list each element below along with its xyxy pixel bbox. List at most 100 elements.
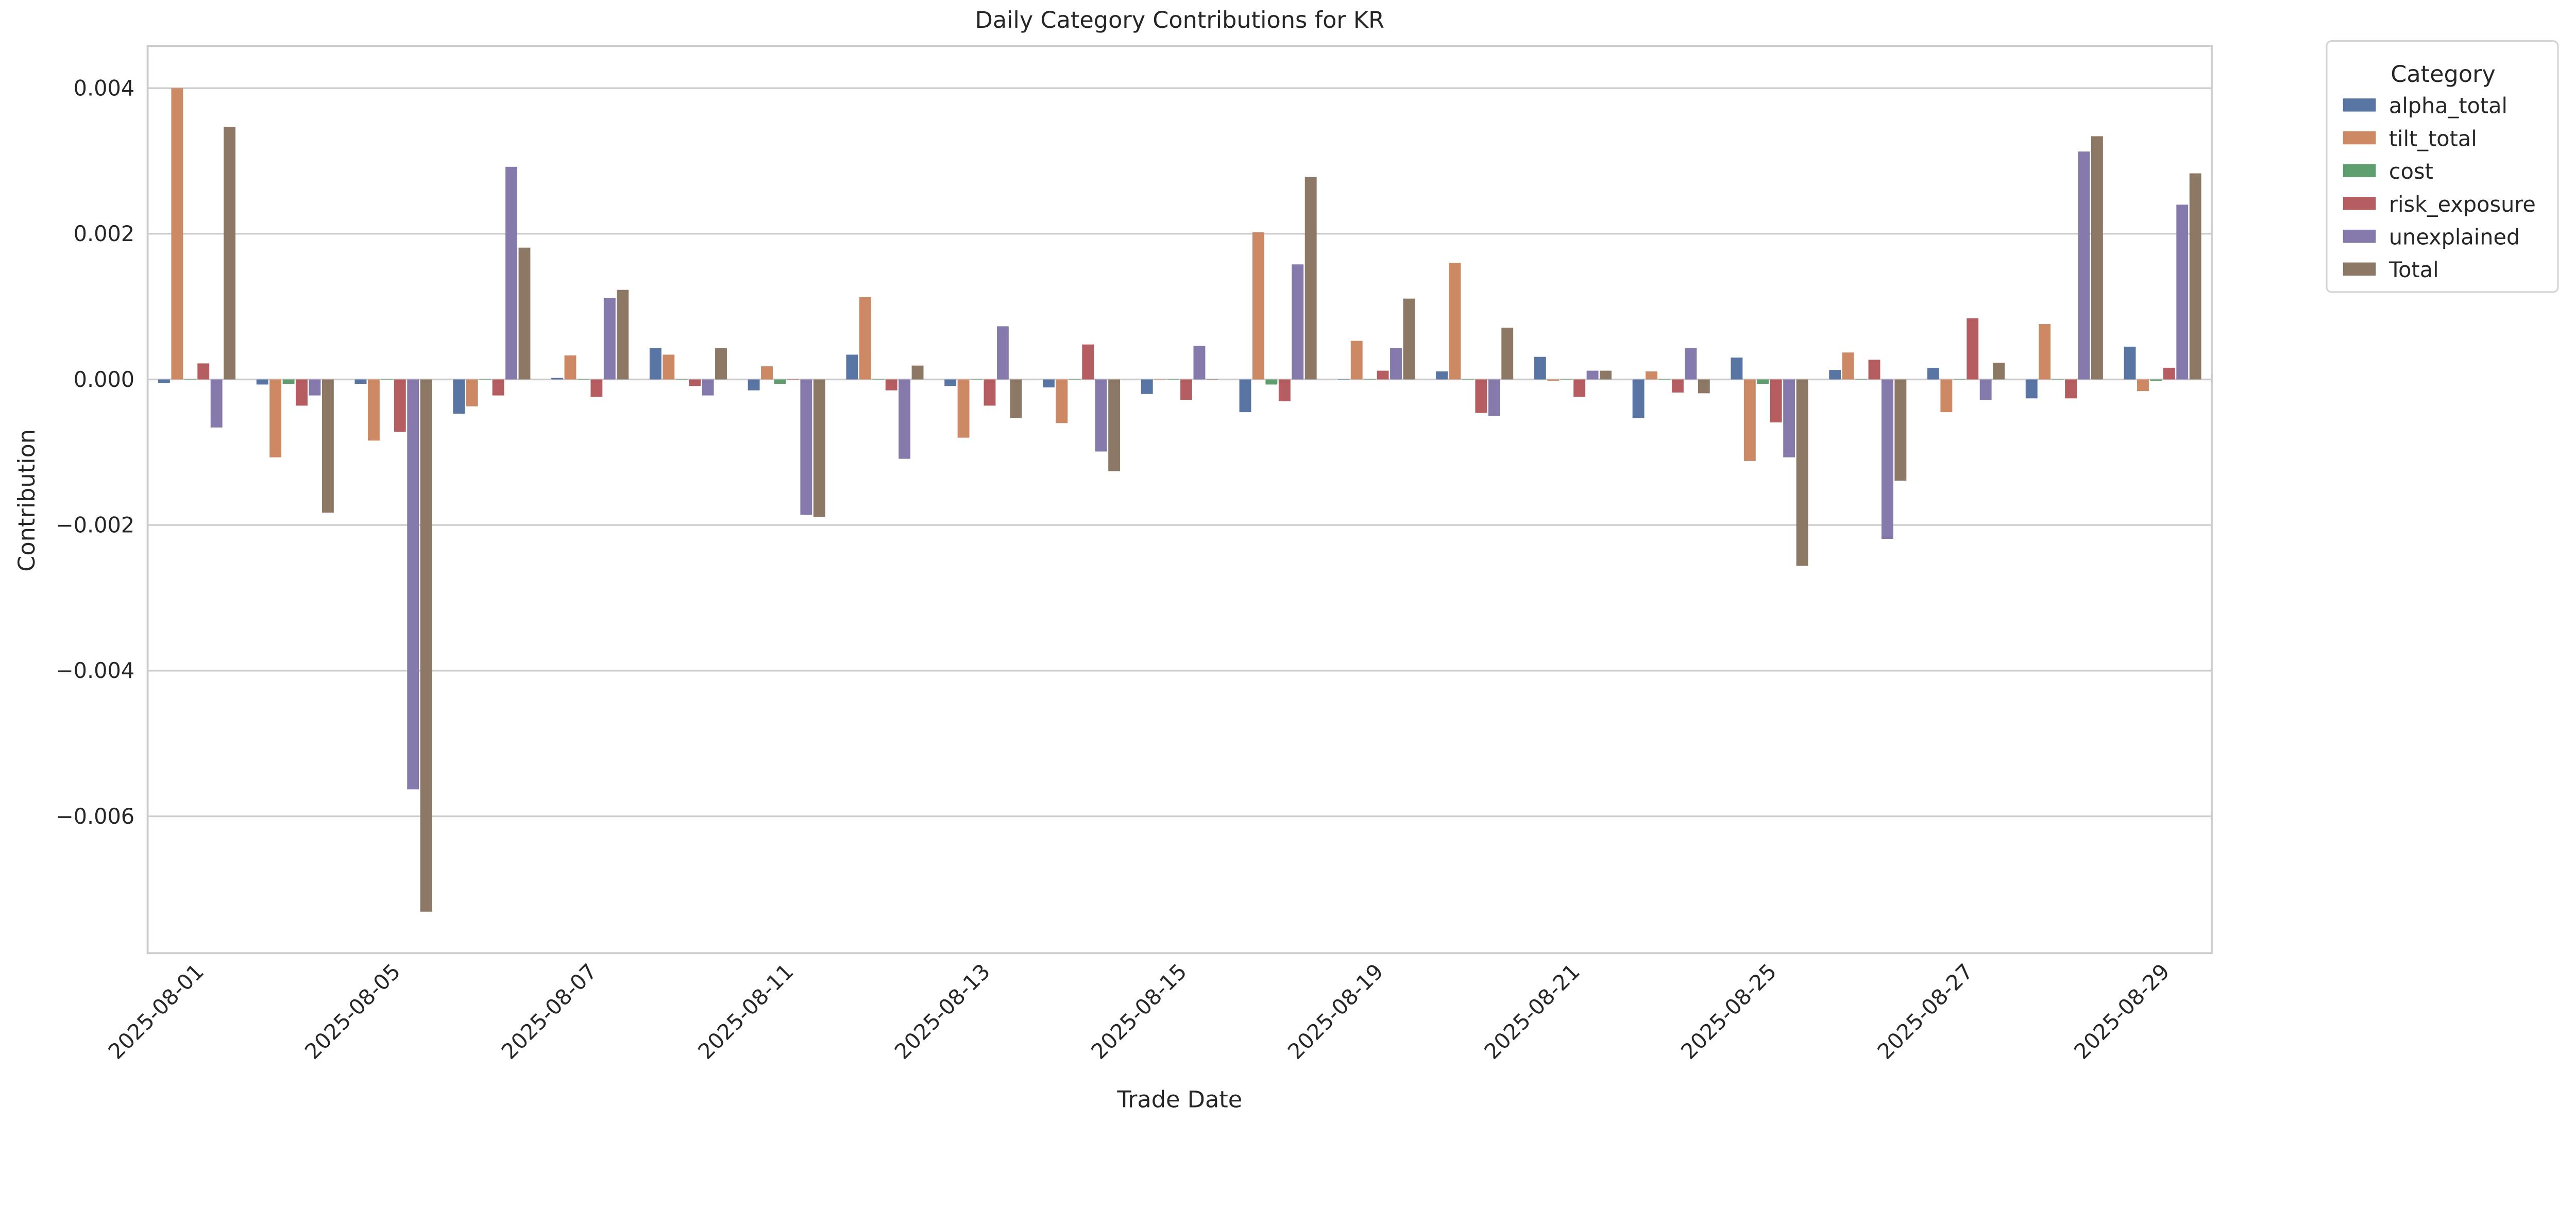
bar-tilt_total-2025-08-01 [171, 88, 183, 380]
bar-risk_exposure-2025-08-04 [296, 379, 308, 406]
bar-risk_exposure-2025-08-15 [1180, 379, 1192, 400]
bar-tilt_total-2025-08-25 [1743, 379, 1756, 461]
bar-alpha_total-2025-08-12 [846, 354, 858, 380]
gridlines [147, 87, 2212, 818]
bar-unexplained-2025-08-05 [407, 379, 419, 790]
x-tick-label: 2025-08-01 [104, 959, 209, 1064]
bar-unexplained-2025-08-22 [1685, 348, 1697, 380]
bar-alpha_total-2025-08-27 [1927, 367, 1939, 380]
bar-alpha_total-2025-08-04 [256, 379, 268, 385]
legend-swatch-tilt_total [2343, 131, 2376, 145]
bar-alpha_total-2025-08-22 [1632, 379, 1645, 418]
bar-cost-2025-08-11 [774, 379, 786, 384]
bar-risk_exposure-2025-08-29 [2163, 367, 2175, 380]
legend-swatch-alpha_total [2343, 98, 2376, 112]
y-tick-label: −0.004 [56, 658, 134, 683]
bar-alpha_total-2025-08-25 [1731, 358, 1743, 380]
x-tick-label: 2025-08-07 [497, 959, 602, 1064]
bar-unexplained-2025-08-20 [1488, 379, 1500, 416]
bar-Total-2025-08-19 [1403, 298, 1415, 380]
x-axis-label: Trade Date [1116, 1086, 1242, 1113]
bar-alpha_total-2025-08-29 [2124, 346, 2136, 380]
bar-unexplained-2025-08-08 [702, 379, 714, 396]
bar-Total-2025-08-25 [1796, 379, 1808, 566]
y-tick-label: 0.004 [74, 76, 135, 100]
bar-Total-2025-08-07 [617, 290, 629, 380]
bar-risk_exposure-2025-08-26 [1868, 360, 1880, 380]
legend-label-cost: cost [2389, 159, 2433, 184]
legend-label-Total: Total [2388, 258, 2439, 282]
bar-risk_exposure-2025-08-13 [984, 379, 996, 406]
bar-alpha_total-2025-08-28 [2025, 379, 2038, 399]
bar-unexplained-2025-08-25 [1783, 379, 1795, 457]
bar-alpha_total-2025-08-21 [1534, 356, 1546, 380]
y-tick-labels: −0.006 −0.004 −0.002 0.000 0.002 0.004 [56, 76, 134, 828]
bar-Total-2025-08-08 [715, 348, 727, 380]
bar-unexplained-2025-08-29 [2176, 205, 2189, 380]
bar-unexplained-2025-08-07 [603, 298, 616, 380]
legend-swatch-Total [2343, 262, 2376, 276]
bar-alpha_total-2025-08-15 [1141, 379, 1153, 394]
bar-alpha_total-2025-08-18 [1239, 379, 1251, 413]
bar-tilt_total-2025-08-26 [1842, 352, 1854, 380]
legend-swatch-unexplained [2343, 229, 2376, 243]
x-tick-labels: 2025-08-01 2025-08-05 2025-08-07 2025-08-11… [104, 959, 2175, 1064]
axes-frame [146, 45, 2213, 955]
legend-label-alpha_total: alpha_total [2389, 94, 2507, 118]
bar-tilt_total-2025-08-06 [466, 379, 478, 406]
y-tick-label: 0.000 [74, 367, 135, 392]
bar-Total-2025-08-01 [224, 127, 236, 380]
bar-risk_exposure-2025-08-27 [1967, 318, 1979, 380]
bar-tilt_total-2025-08-05 [367, 379, 380, 441]
bar-unexplained-2025-08-11 [800, 379, 812, 515]
bar-unexplained-2025-08-19 [1390, 348, 1402, 380]
bar-Total-2025-08-20 [1501, 328, 1514, 380]
bar-tilt_total-2025-08-21 [1547, 379, 1560, 381]
bar-Total-2025-08-05 [420, 379, 432, 912]
bar-unexplained-2025-08-21 [1586, 370, 1599, 380]
x-tick-label: 2025-08-29 [2070, 959, 2175, 1064]
bar-Total-2025-08-06 [518, 247, 531, 380]
legend-frame [2326, 40, 2559, 293]
legend-swatch-risk_exposure [2343, 197, 2376, 210]
bar-Total-2025-08-22 [1698, 379, 1710, 394]
y-axis-label: Contribution [13, 429, 40, 572]
bar-alpha_total-2025-08-06 [453, 379, 465, 414]
bar-risk_exposure-2025-08-05 [394, 379, 406, 432]
bar-unexplained-2025-08-26 [1881, 379, 1893, 539]
x-tick-label: 2025-08-25 [1676, 959, 1781, 1064]
y-tick-label: −0.002 [56, 513, 134, 538]
bar-tilt_total-2025-08-22 [1646, 371, 1657, 380]
bar-risk_exposure-2025-08-21 [1573, 379, 1586, 397]
bar-cost-2025-08-29 [2150, 379, 2162, 381]
y-tick-label: 0.002 [74, 222, 135, 246]
bar-tilt_total-2025-08-19 [1350, 341, 1363, 380]
bar-tilt_total-2025-08-12 [859, 297, 871, 380]
x-tick-label: 2025-08-11 [693, 959, 799, 1064]
bar-alpha_total-2025-08-08 [649, 348, 662, 380]
bar-alpha_total-2025-08-26 [1829, 370, 1841, 380]
bar-risk_exposure-2025-08-22 [1671, 379, 1684, 393]
legend-title: Category [2391, 61, 2496, 88]
bar-unexplained-2025-08-15 [1193, 346, 1206, 380]
bar-tilt_total-2025-08-18 [1252, 232, 1264, 380]
bar-Total-2025-08-11 [813, 379, 825, 517]
x-tick-label: 2025-08-19 [1283, 959, 1388, 1064]
bar-risk_exposure-2025-08-18 [1278, 379, 1291, 401]
legend-label-unexplained: unexplained [2389, 225, 2520, 250]
bars [158, 88, 2201, 912]
bar-alpha_total-2025-08-13 [944, 379, 957, 386]
bar-unexplained-2025-08-28 [2078, 151, 2090, 380]
bar-Total-2025-08-26 [1894, 379, 1907, 481]
bar-Total-2025-08-12 [911, 365, 924, 380]
x-tick-label: 2025-08-15 [1087, 959, 1192, 1064]
bar-tilt_total-2025-08-27 [1940, 379, 1953, 413]
bar-risk_exposure-2025-08-19 [1377, 370, 1389, 380]
x-tick-label: 2025-08-13 [890, 959, 995, 1064]
bar-unexplained-2025-08-13 [996, 326, 1009, 380]
bar-risk_exposure-2025-08-25 [1770, 379, 1782, 422]
bar-Total-2025-08-27 [1993, 363, 2005, 380]
bar-Total-2025-08-04 [321, 379, 334, 513]
bar-unexplained-2025-08-12 [899, 379, 911, 459]
